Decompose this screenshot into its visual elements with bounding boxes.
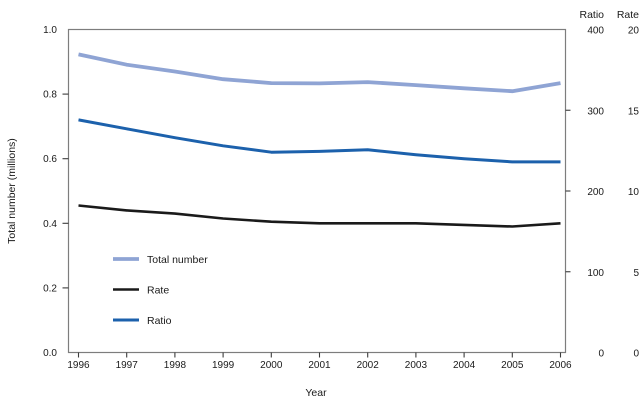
- x-axis-tick-label: 2000: [260, 360, 283, 371]
- x-axis-tick-label: 2005: [501, 360, 524, 371]
- series-line-rate: [78, 204, 561, 228]
- ratio-axis-tick-label: 200: [587, 187, 604, 198]
- x-axis-title: Year: [305, 387, 327, 399]
- ratio-axis-tick-label: 300: [587, 106, 604, 117]
- legend-label: Rate: [147, 284, 169, 296]
- x-axis-tick-label: 1997: [116, 360, 139, 371]
- y-axis-title: Total number (millions): [6, 138, 18, 244]
- plot-border: [67, 28, 567, 354]
- rate-axis-tick-label: 0: [633, 349, 639, 360]
- y-axis-tick-label: 0.0: [43, 348, 57, 359]
- chart-legend: Total number Rate Ratio: [113, 254, 208, 327]
- x-axis-tick-label: 2003: [405, 360, 428, 371]
- y-axis-tick-label: 0.2: [43, 283, 57, 294]
- y-axis-tick-label: 0.6: [43, 154, 57, 165]
- x-axis-tick-label: 2002: [357, 360, 380, 371]
- y-axis-tick-label: 0.4: [43, 219, 57, 230]
- x-axis-tick-label: 2004: [453, 360, 476, 371]
- ratio-axis-tick-label: 0: [598, 349, 604, 360]
- ratio-axis-tick-label: 400: [587, 26, 604, 37]
- legend-label: Ratio: [147, 315, 172, 327]
- rate-axis-tick-label: 20: [628, 26, 640, 37]
- rate-axis-header: Rate: [617, 9, 639, 21]
- ratio-axis-header: Ratio: [579, 9, 604, 21]
- rate-axis-tick-label: 5: [633, 268, 639, 279]
- x-axis-tick-label: 1996: [67, 360, 90, 371]
- series-line-ratio: [78, 118, 561, 164]
- x-axis-tick-label: 1999: [212, 360, 235, 371]
- y-axis-tick-label: 0.8: [43, 90, 57, 101]
- x-axis-tick-label: 2001: [308, 360, 331, 371]
- rate-axis-tick-label: 15: [628, 106, 640, 117]
- ratio-axis-tick-label: 100: [587, 268, 604, 279]
- x-axis-tick-label: 2006: [549, 360, 572, 371]
- legend-label: Total number: [147, 254, 208, 266]
- axis-ticks: [62, 93, 571, 358]
- y-axis-tick-label: 1.0: [43, 25, 57, 36]
- rate-axis-tick-label: 10: [628, 187, 640, 198]
- x-axis-tick-label: 1998: [164, 360, 187, 371]
- series-line-total-number: [78, 52, 561, 94]
- data-series: [78, 52, 561, 228]
